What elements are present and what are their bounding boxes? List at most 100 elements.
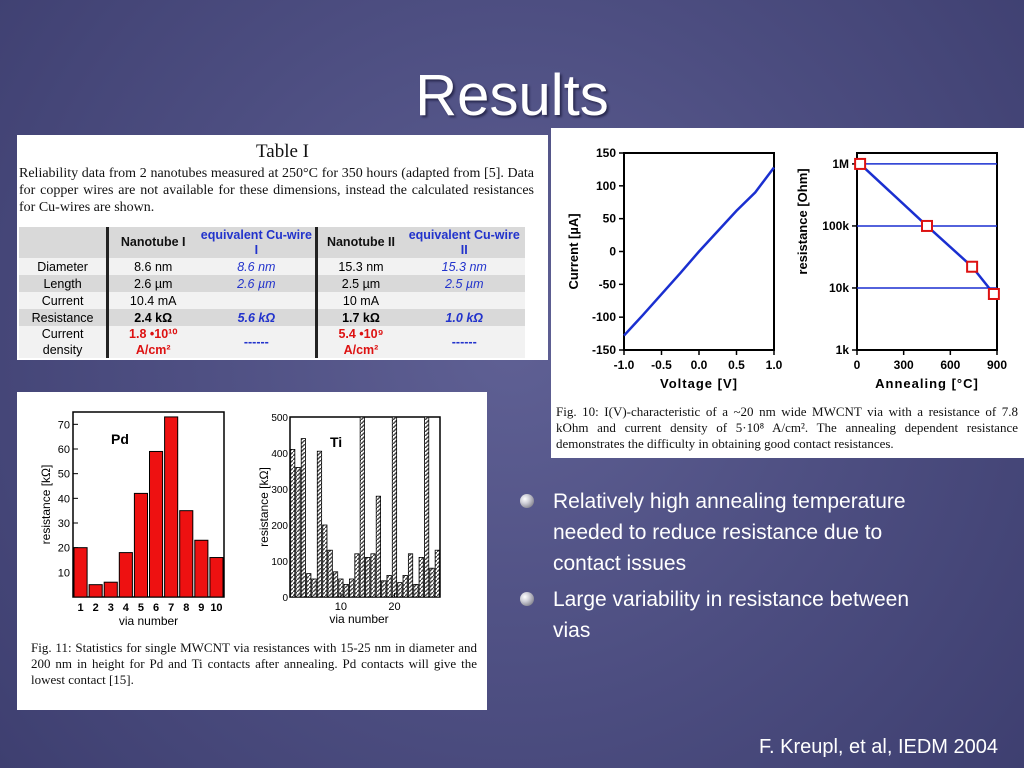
anneal-data-point [966, 260, 979, 273]
pd-bar [118, 552, 133, 598]
pd-y-tick-label: 50 [58, 469, 70, 481]
ti-y-tick-label: 500 [271, 413, 288, 424]
ti-bar [391, 416, 398, 598]
pd-bar [133, 492, 149, 598]
cell-cu2: ------ [403, 326, 525, 358]
ti-x-axis-label: via number [329, 612, 388, 626]
row-label: Resistance [19, 309, 108, 326]
iv-y-tick-label: -150 [592, 343, 616, 357]
slide-title: Results [415, 63, 609, 128]
pd-bar [164, 416, 179, 598]
statistics-figure: 10 20 30 40 50 60 70 1 2 3 4 5 6 7 8 9 10 via number resis… [17, 392, 487, 710]
table-caption: Table I [255, 141, 309, 162]
table-row: Resistance 2.4 kΩ 5.6 kΩ 1.7 kΩ 1.0 kΩ [19, 309, 525, 326]
anneal-data-point [854, 157, 867, 170]
table-header-row: Nanotube I equivalent Cu-wire I Nanotube… [19, 227, 525, 258]
cell-nt1: 1.8 •10¹⁰ A/cm² [106, 326, 198, 358]
reliability-table: Nanotube I equivalent Cu-wire I Nanotube… [19, 227, 525, 358]
anneal-x-tick-label: 300 [894, 358, 914, 372]
ti-x-tick-label: 20 [388, 601, 400, 613]
fig11-caption: Fig. 11: Statistics for single MWCNT via… [31, 640, 477, 687]
cell-cu2 [403, 292, 525, 309]
ti-bar [402, 574, 408, 598]
cell-cu2: 1.0 kΩ [403, 309, 525, 326]
pd-y-tick-label: 30 [58, 518, 70, 530]
pd-x-tick-label: 4 [123, 602, 130, 614]
header-nanotube-2: Nanotube II [315, 227, 404, 258]
anneal-y-tick-label: 1k [836, 343, 850, 357]
iv-y-tick-label: 150 [596, 146, 616, 160]
iv-x-tick-label: 0.0 [691, 358, 708, 372]
cell-nt2: 2.5 µm [315, 275, 404, 292]
bullet-item: Large variability in resistance between … [520, 584, 940, 646]
anneal-y-tick-label: 1M [832, 157, 849, 171]
iv-y-tick-label: 100 [596, 179, 616, 193]
iv-y-tick-label: 0 [609, 245, 616, 259]
table-row: Diameter 8.6 nm 8.6 nm 15.3 nm 15.3 nm [19, 258, 525, 275]
bullet-list: Relatively high annealing temperature ne… [520, 486, 940, 651]
anneal-x-tick-label: 900 [987, 358, 1007, 372]
pd-x-tick-label: 9 [198, 602, 204, 614]
pd-x-tick-label: 8 [183, 602, 189, 614]
pd-x-tick-label: 3 [108, 602, 114, 614]
ti-plot-frame [289, 416, 441, 598]
table-figure: Table I Reliability data from 2 nanotube… [17, 135, 548, 360]
ti-bar [386, 574, 392, 598]
anneal-x-tick-label: 600 [940, 358, 960, 372]
pd-x-axis-label: via number [119, 614, 178, 628]
header-cu-wire-1: equivalent Cu-wire I [197, 227, 317, 258]
cell-nt2: 5.4 •10⁹ A/cm² [315, 326, 404, 358]
row-label: Diameter [19, 258, 108, 275]
anneal-series-line [859, 163, 995, 295]
cell-nt2: 1.7 kΩ [315, 309, 404, 326]
pd-bar [88, 584, 103, 598]
ti-bar [407, 553, 414, 598]
table-row: Length 2.6 µm 2.6 µm 2.5 µm 2.5 µm [19, 275, 525, 292]
cell-cu2: 15.3 nm [403, 258, 525, 275]
cell-nt1: 8.6 nm [106, 258, 198, 275]
pd-x-tick-label: 5 [138, 602, 144, 614]
iv-x-axis-label: Voltage [V] [660, 376, 738, 391]
pd-bar [179, 510, 194, 598]
row-label: Current density [19, 326, 108, 358]
pd-y-tick-label: 40 [58, 493, 70, 505]
cell-cu1: 5.6 kΩ [197, 309, 317, 326]
row-label: Length [19, 275, 108, 292]
table-row: Current density 1.8 •10¹⁰ A/cm² ------ 5… [19, 326, 525, 358]
iv-x-tick-label: -0.5 [651, 358, 672, 372]
ti-panel-label: Ti [330, 434, 342, 450]
ti-bar [424, 416, 430, 598]
pd-bar [103, 581, 118, 598]
citation: F. Kreupl, et al, IEDM 2004 [758, 736, 998, 758]
pd-y-tick-label: 70 [58, 419, 70, 431]
row-label: Current [19, 292, 108, 309]
ti-bar [316, 450, 323, 598]
cell-nt2: 15.3 nm [315, 258, 404, 275]
table-row: Current 10.4 mA 10 mA [19, 292, 525, 309]
anneal-x-axis-label: Annealing [°C] [875, 376, 979, 391]
pd-x-tick-label: 2 [93, 602, 99, 614]
iv-y-tick-label: 50 [603, 212, 617, 226]
anneal-y-tick-label: 10k [829, 281, 849, 295]
anneal-data-point [987, 287, 1000, 300]
pd-y-axis-label: resistance [kΩ] [39, 465, 53, 545]
cell-cu1: 8.6 nm [197, 258, 317, 275]
iv-x-tick-label: 1.0 [766, 358, 783, 372]
table-header-empty [19, 227, 108, 258]
anneal-data-point [921, 219, 933, 232]
ti-y-tick-label: 100 [271, 557, 288, 568]
iv-y-axis-label: Current [µA] [566, 213, 581, 289]
cell-nt2: 10 mA [315, 292, 404, 309]
ti-y-tick-label: 300 [271, 485, 288, 496]
pd-bar [194, 539, 209, 598]
anneal-plot-frame [856, 152, 998, 351]
ti-x-tick-label: 10 [335, 601, 347, 613]
table-description: Reliability data from 2 nanotubes measur… [19, 166, 534, 215]
ti-y-axis-label: resistance [kΩ] [257, 467, 271, 547]
bullet-item: Relatively high annealing temperature ne… [520, 486, 940, 579]
ti-bar [359, 416, 365, 598]
ti-bar [343, 583, 349, 598]
bullet-dot-icon [520, 592, 534, 606]
fig10-caption: Fig. 10: I(V)-characteristic of a ~20 nm… [556, 404, 1018, 451]
